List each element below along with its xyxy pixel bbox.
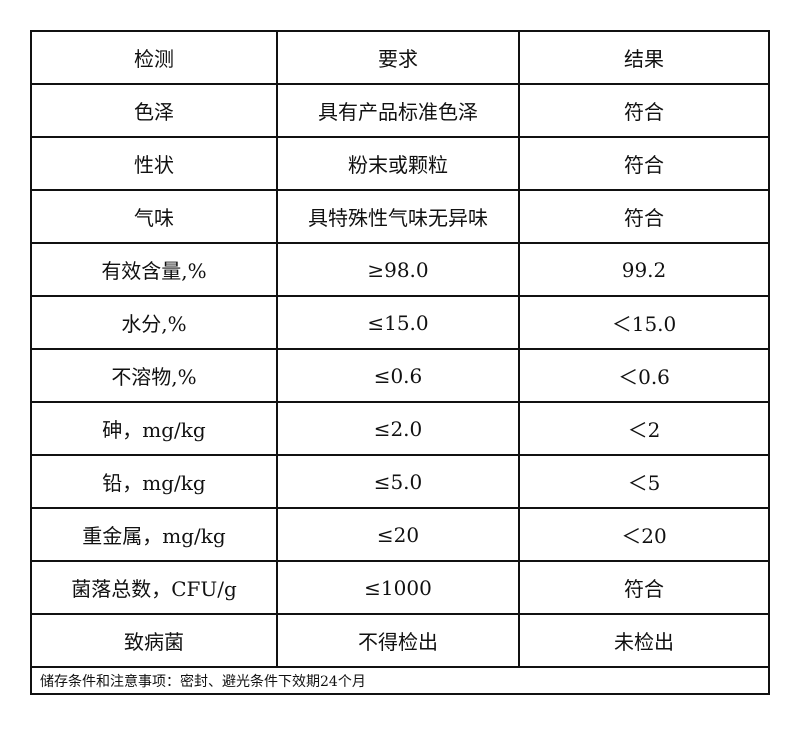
header-cell: 要求 bbox=[276, 30, 520, 85]
requirement-cell: ≥98.0 bbox=[276, 242, 520, 297]
result-cell: 符合 bbox=[518, 136, 770, 191]
result-cell: 符合 bbox=[518, 83, 770, 138]
result-cell: 未检出 bbox=[518, 613, 770, 668]
result-cell: 符合 bbox=[518, 189, 770, 244]
result-cell: 99.2 bbox=[518, 242, 770, 297]
header-cell: 结果 bbox=[518, 30, 770, 85]
header-cell: 检测 bbox=[30, 30, 278, 85]
item-cell: 砷，mg/kg bbox=[30, 401, 278, 456]
result-cell: ＜0.6 bbox=[518, 348, 770, 403]
requirement-cell: ≤5.0 bbox=[276, 454, 520, 509]
table-row: 菌落总数，CFU/g ≤1000 符合 bbox=[30, 560, 770, 615]
requirement-cell: ≤1000 bbox=[276, 560, 520, 615]
table-row: 有效含量,% ≥98.0 99.2 bbox=[30, 242, 770, 297]
table-row: 性状 粉末或颗粒 符合 bbox=[30, 136, 770, 191]
table-row: 砷，mg/kg ≤2.0 ＜2 bbox=[30, 401, 770, 456]
requirement-cell: 粉末或颗粒 bbox=[276, 136, 520, 191]
table-row: 气味 具特殊性气味无异味 符合 bbox=[30, 189, 770, 244]
spec-table: 检测 要求 结果 色泽 具有产品标准色泽 符合 性状 粉末或颗粒 符合 气味 具特殊性气味无异… bbox=[30, 30, 770, 695]
table-row: 重金属，mg/kg ≤20 ＜20 bbox=[30, 507, 770, 562]
item-cell: 水分,% bbox=[30, 295, 278, 350]
requirement-cell: 具特殊性气味无异味 bbox=[276, 189, 520, 244]
item-cell: 铅，mg/kg bbox=[30, 454, 278, 509]
result-cell: ＜2 bbox=[518, 401, 770, 456]
result-cell: ＜20 bbox=[518, 507, 770, 562]
requirement-cell: ≤2.0 bbox=[276, 401, 520, 456]
item-cell: 重金属，mg/kg bbox=[30, 507, 278, 562]
item-cell: 气味 bbox=[30, 189, 278, 244]
table-row: 水分,% ≤15.0 ＜15.0 bbox=[30, 295, 770, 350]
table-row: 色泽 具有产品标准色泽 符合 bbox=[30, 83, 770, 138]
note-row: 储存条件和注意事项：密封、避光条件下效期24个月 bbox=[30, 666, 770, 695]
requirement-cell: 具有产品标准色泽 bbox=[276, 83, 520, 138]
requirement-cell: ≤15.0 bbox=[276, 295, 520, 350]
item-cell: 色泽 bbox=[30, 83, 278, 138]
item-cell: 致病菌 bbox=[30, 613, 278, 668]
storage-note: 储存条件和注意事项：密封、避光条件下效期24个月 bbox=[30, 666, 770, 695]
table-row: 不溶物,% ≤0.6 ＜0.6 bbox=[30, 348, 770, 403]
table-row: 铅，mg/kg ≤5.0 ＜5 bbox=[30, 454, 770, 509]
requirement-cell: ≤20 bbox=[276, 507, 520, 562]
table-row: 致病菌 不得检出 未检出 bbox=[30, 613, 770, 668]
result-cell: ＜15.0 bbox=[518, 295, 770, 350]
requirement-cell: ≤0.6 bbox=[276, 348, 520, 403]
result-cell: 符合 bbox=[518, 560, 770, 615]
header-row: 检测 要求 结果 bbox=[30, 30, 770, 85]
item-cell: 菌落总数，CFU/g bbox=[30, 560, 278, 615]
item-cell: 性状 bbox=[30, 136, 278, 191]
result-cell: ＜5 bbox=[518, 454, 770, 509]
item-cell: 有效含量,% bbox=[30, 242, 278, 297]
item-cell: 不溶物,% bbox=[30, 348, 278, 403]
requirement-cell: 不得检出 bbox=[276, 613, 520, 668]
